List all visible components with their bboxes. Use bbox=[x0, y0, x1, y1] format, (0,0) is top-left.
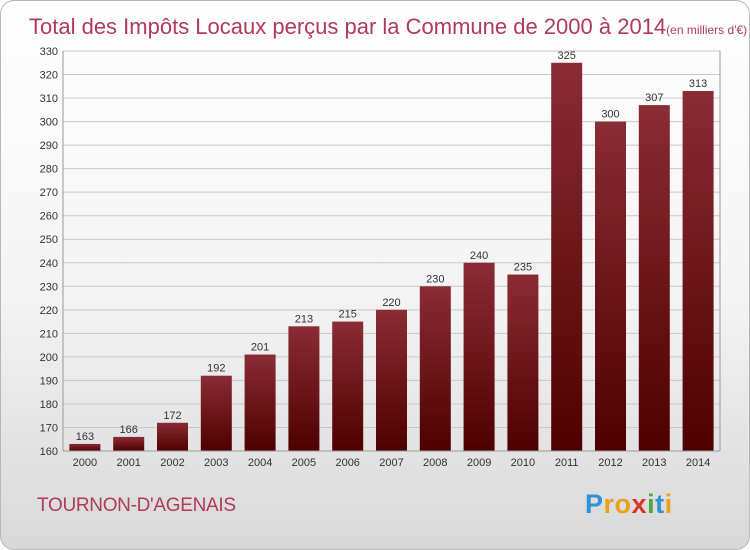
bar-2000 bbox=[69, 443, 101, 451]
y-tick-label: 180 bbox=[40, 399, 58, 411]
data-label-2005: 213 bbox=[295, 313, 313, 325]
x-tick-label-2011: 2011 bbox=[555, 457, 579, 469]
y-tick-label: 210 bbox=[40, 328, 58, 340]
data-label-2003: 192 bbox=[207, 363, 225, 375]
x-tick-label-2001: 2001 bbox=[116, 457, 140, 469]
data-label-2012: 300 bbox=[601, 109, 619, 121]
x-tick-label-2008: 2008 bbox=[423, 457, 447, 469]
commune-name: TOURNON-D'AGENAIS bbox=[37, 495, 236, 516]
logo-letter: i bbox=[664, 489, 673, 519]
x-tick-label-2009: 2009 bbox=[467, 457, 491, 469]
bar-2007 bbox=[376, 309, 407, 451]
y-tick-label: 240 bbox=[40, 258, 58, 270]
data-label-2006: 215 bbox=[339, 309, 357, 321]
y-tick-label: 290 bbox=[40, 140, 58, 152]
y-tick-label: 220 bbox=[40, 305, 58, 317]
bar-2012 bbox=[595, 121, 626, 452]
y-tick-label: 280 bbox=[40, 164, 58, 176]
bar-2001 bbox=[113, 436, 145, 451]
data-label-2007: 220 bbox=[382, 297, 400, 309]
y-tick-label: 320 bbox=[40, 70, 58, 82]
x-tick-label-2012: 2012 bbox=[598, 457, 622, 469]
x-tick-label-2005: 2005 bbox=[292, 457, 316, 469]
chart-title-unit: (en milliers d'€) bbox=[666, 23, 748, 37]
logo-letter: P bbox=[585, 489, 604, 519]
data-label-2001: 166 bbox=[120, 424, 138, 436]
x-tick-label-2000: 2000 bbox=[73, 457, 97, 469]
y-tick-label: 190 bbox=[40, 375, 58, 387]
logo-letter: r bbox=[603, 489, 615, 519]
data-label-2004: 201 bbox=[251, 342, 269, 354]
chart-title-main: Total des Impôts Locaux perçus par la Co… bbox=[29, 14, 667, 39]
bar-2011 bbox=[551, 62, 583, 451]
bar-2006 bbox=[332, 321, 364, 451]
y-tick-label: 250 bbox=[40, 234, 58, 246]
bar-2010 bbox=[507, 274, 539, 451]
logo-letter: o bbox=[614, 489, 632, 519]
logo-letter: x bbox=[631, 489, 648, 519]
y-tick-label: 300 bbox=[40, 117, 58, 129]
y-tick-label: 160 bbox=[40, 446, 58, 458]
x-tick-label-2006: 2006 bbox=[335, 457, 359, 469]
proxiti-logo: Proxiti bbox=[585, 489, 673, 520]
bar-2013 bbox=[638, 105, 670, 451]
x-tick-label-2014: 2014 bbox=[686, 457, 710, 469]
y-tick-label: 200 bbox=[40, 352, 58, 364]
data-label-2002: 172 bbox=[163, 410, 181, 422]
data-label-2010: 235 bbox=[514, 262, 532, 274]
bar-2009 bbox=[463, 262, 495, 451]
x-tick-label-2004: 2004 bbox=[248, 457, 272, 469]
bar-2005 bbox=[288, 326, 320, 451]
bar-2002 bbox=[157, 422, 188, 451]
y-tick-label: 310 bbox=[40, 93, 58, 105]
y-tick-label: 270 bbox=[40, 187, 58, 199]
y-tick-label: 170 bbox=[40, 422, 58, 434]
data-label-2000: 163 bbox=[76, 431, 94, 443]
bar-2003 bbox=[200, 375, 232, 451]
x-tick-label-2007: 2007 bbox=[379, 457, 403, 469]
data-label-2011: 325 bbox=[558, 50, 576, 62]
logo-letter: t bbox=[655, 489, 665, 519]
y-tick-label: 260 bbox=[40, 211, 58, 223]
y-tick-label: 330 bbox=[40, 46, 58, 58]
x-tick-label-2013: 2013 bbox=[642, 457, 666, 469]
data-label-2009: 240 bbox=[470, 250, 488, 262]
x-tick-label-2002: 2002 bbox=[160, 457, 184, 469]
x-tick-label-2010: 2010 bbox=[511, 457, 535, 469]
data-label-2008: 230 bbox=[426, 273, 444, 285]
bar-2014 bbox=[682, 91, 714, 451]
data-label-2013: 307 bbox=[645, 92, 663, 104]
chart-title: Total des Impôts Locaux perçus par la Co… bbox=[29, 5, 747, 42]
y-tick-label: 230 bbox=[40, 281, 58, 293]
bar-2004 bbox=[244, 354, 276, 451]
data-label-2014: 313 bbox=[689, 78, 707, 90]
x-tick-label-2003: 2003 bbox=[204, 457, 228, 469]
logo-letter: i bbox=[647, 489, 656, 519]
bar-2008 bbox=[419, 286, 451, 451]
